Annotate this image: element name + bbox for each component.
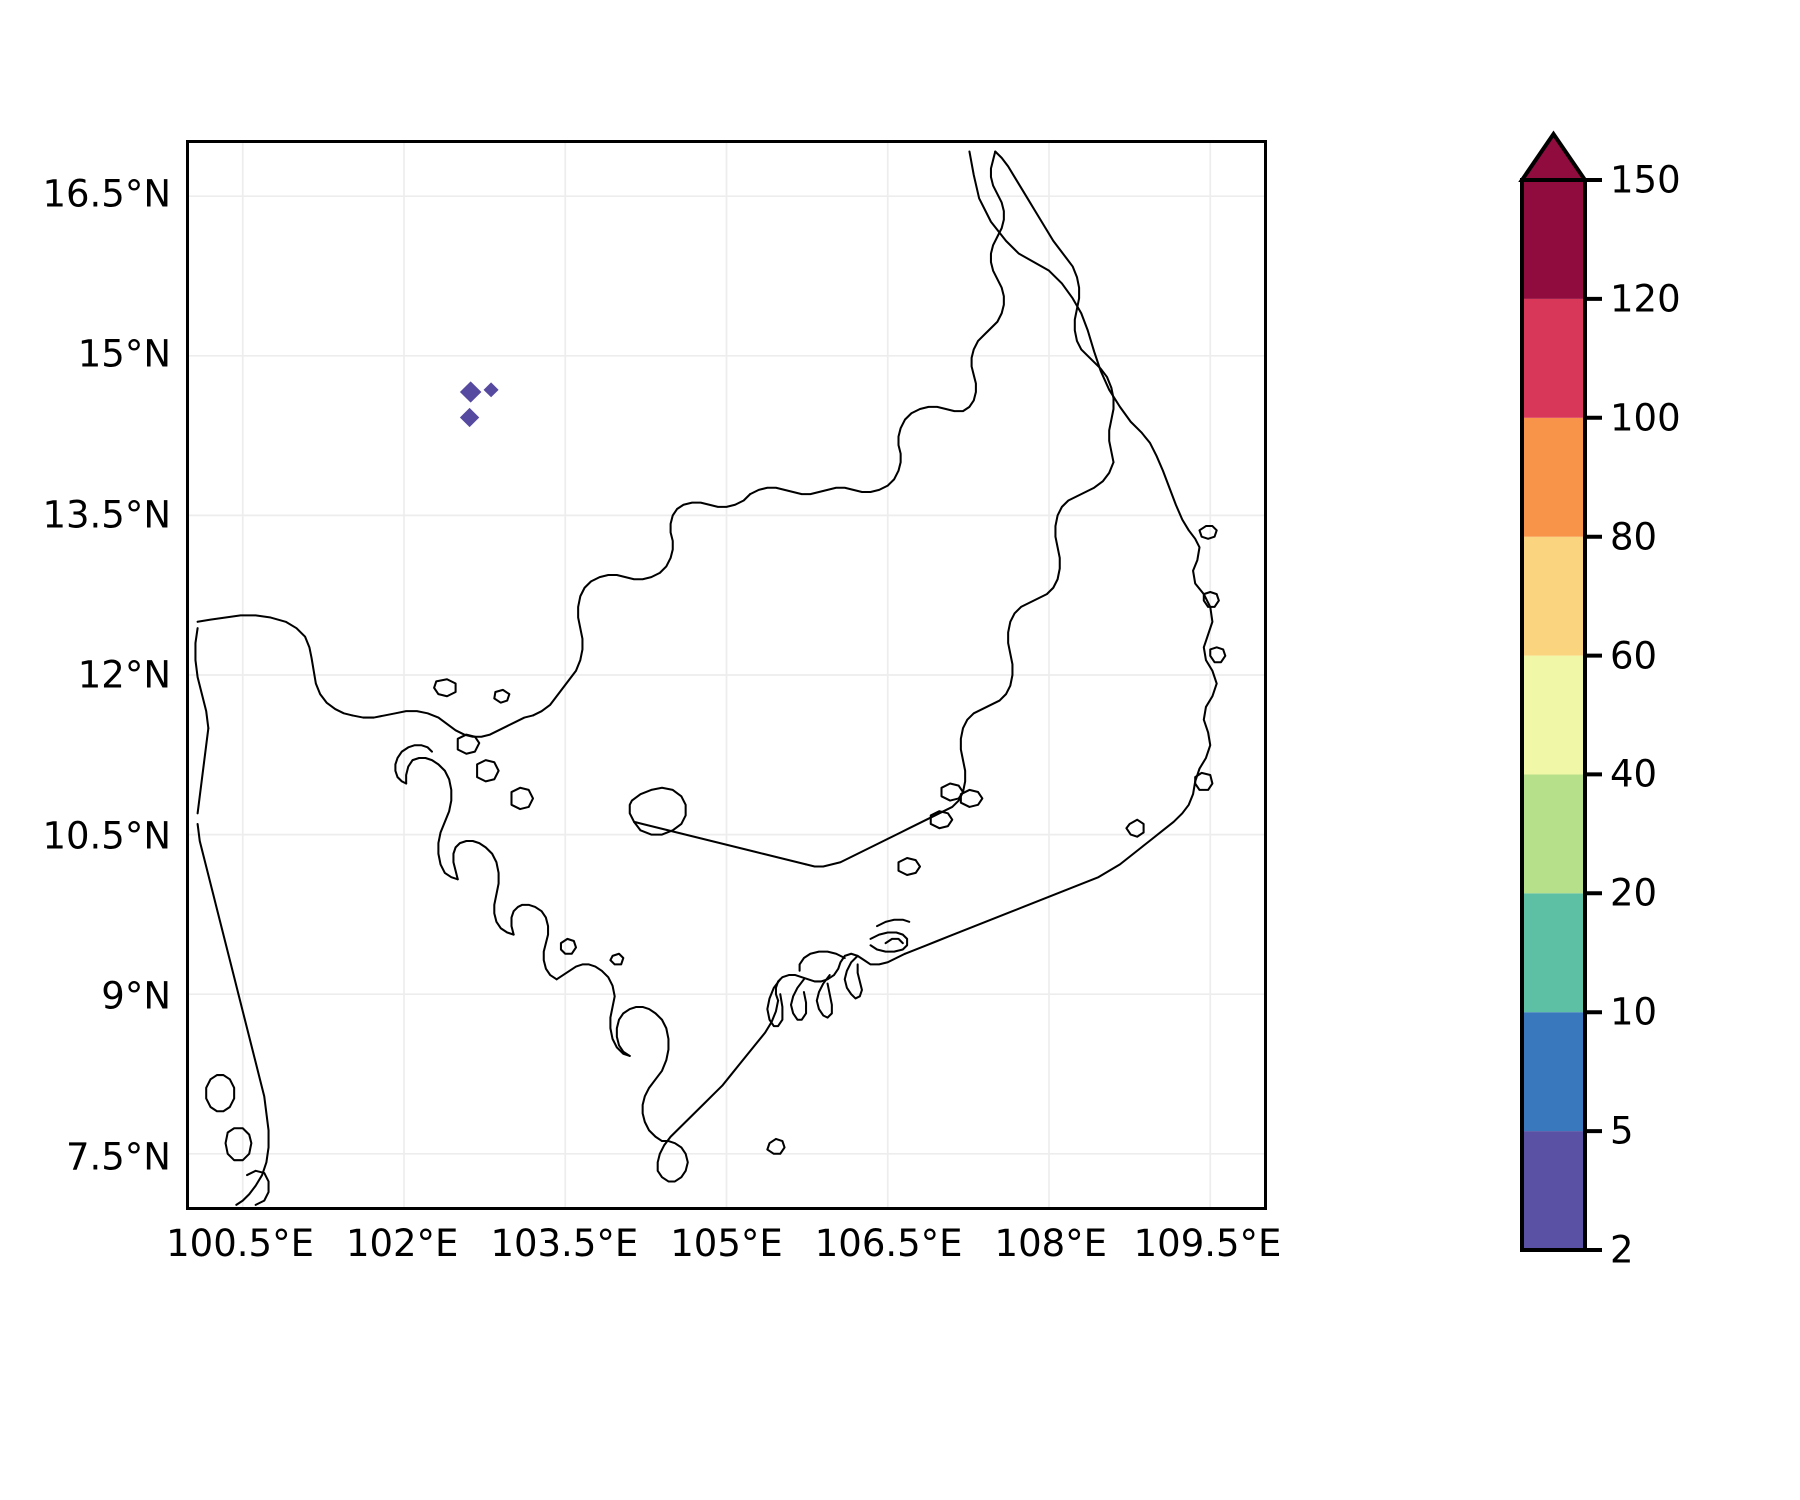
ytick-label-9N: 9°N [101,974,171,1018]
ytick-label-13-5N: 13.5°N [42,493,171,536]
cb-tick-label-80: 80 [1610,515,1658,559]
ytick-label-15N: 15°N [77,332,171,376]
cb-tick-label-20: 20 [1610,871,1658,915]
cb-tick-label-10: 10 [1610,990,1658,1034]
ytick-label-10-5N: 10.5°N [42,814,171,857]
colorbar-svg [1518,130,1602,1252]
colorbar-extend-arrow [1518,130,1589,182]
cb-tick-label-120: 120 [1610,277,1681,321]
xtick-label-105E: 105°E [670,1222,783,1265]
map-plot-area[interactable] [186,140,1267,1210]
cb-tick-label-2: 2 [1610,1228,1634,1272]
xtick-label-100-5E: 100.5°E [166,1222,314,1265]
ytick-label-7-5N: 7.5°N [65,1135,171,1178]
colorbar-bands [1522,180,1585,1250]
xtick-label-102E: 102°E [345,1222,459,1265]
xtick-label-103-5E: 103.5°E [490,1222,639,1265]
ytick-label-12N: 12°N [77,653,171,697]
colorbar-tick-labels: 2 5 10 20 40 60 80 100 120 150 [1610,128,1790,1272]
coastlines-and-borders [194,150,1227,1206]
x-axis-tick-labels: 100.5°E 102°E 103.5°E 105°E 106.5°E 108°… [166,1222,1281,1282]
colorbar-outline [1520,178,1587,1252]
rainfall-data-cells [459,381,499,428]
colorbar-ticks [1585,178,1602,1252]
map-gridlines [189,143,1264,1207]
cb-tick-label-100: 100 [1610,396,1681,440]
map-svg [189,143,1264,1207]
colorbar[interactable] [1518,128,1602,1256]
ytick-label-16-5N: 16.5°N [42,172,171,215]
xtick-label-108E: 108°E [994,1222,1108,1265]
xtick-label-109-5E: 109.5°E [1133,1222,1282,1265]
cb-tick-label-5: 5 [1610,1109,1634,1153]
cb-tick-label-60: 60 [1610,634,1658,678]
xtick-label-106-5E: 106.5°E [814,1222,963,1265]
cb-tick-label-40: 40 [1610,752,1658,796]
cb-tick-label-150: 150 [1610,158,1681,202]
y-axis-tick-labels: 16.5°N 15°N 13.5°N 12°N 10.5°N 9°N 7.5°N [0,140,172,1210]
